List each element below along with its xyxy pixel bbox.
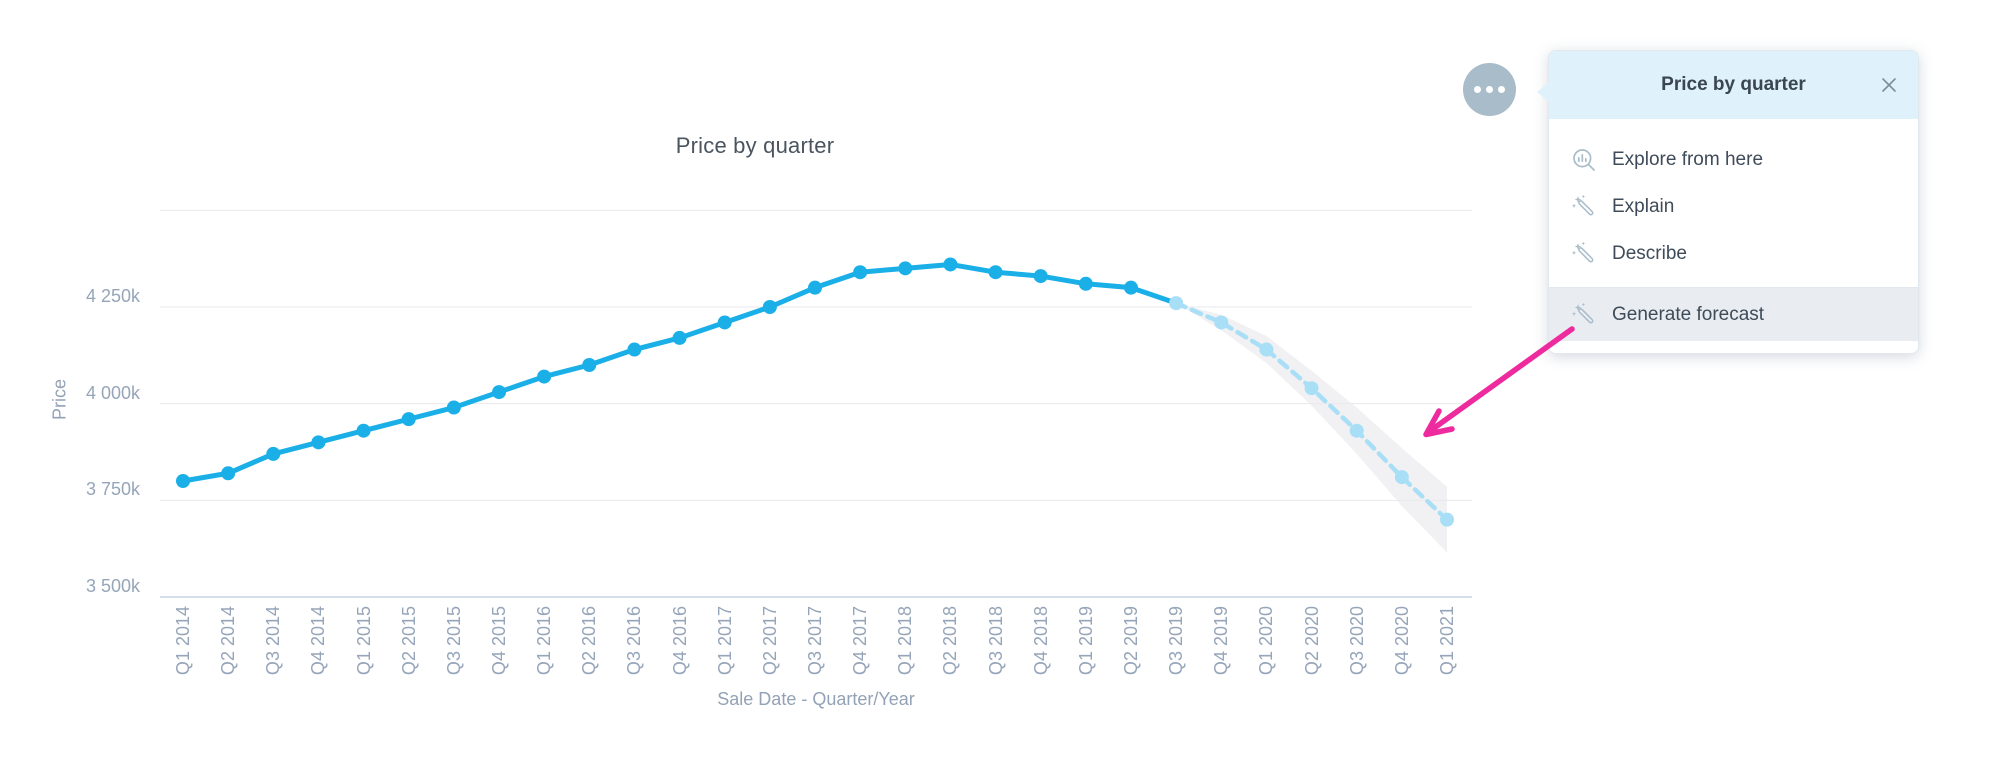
menu-item-list: Explore from here Explain	[1549, 119, 1918, 287]
history-data-point[interactable]	[221, 466, 236, 481]
history-data-point[interactable]	[717, 315, 732, 330]
history-data-point[interactable]	[672, 330, 687, 345]
history-data-point[interactable]	[943, 257, 958, 272]
menu-item-label: Explore from here	[1612, 148, 1764, 170]
more-options-button[interactable]	[1463, 63, 1516, 116]
forecast-data-point[interactable]	[1349, 423, 1364, 438]
chart-title: Price by quarter	[675, 133, 835, 158]
menu-item-generate-forecast[interactable]: Generate forecast	[1549, 288, 1918, 341]
popover-pointer	[1537, 82, 1549, 102]
menu-item-explain[interactable]: Explain	[1549, 183, 1918, 230]
history-data-point[interactable]	[853, 265, 868, 280]
history-data-point[interactable]	[627, 342, 642, 357]
history-data-point[interactable]	[898, 261, 913, 276]
wand-icon	[1571, 241, 1597, 267]
history-data-point[interactable]	[1078, 276, 1093, 291]
menu-divider	[1549, 287, 1918, 288]
history-data-point[interactable]	[808, 280, 822, 295]
menu-item-label: Describe	[1612, 242, 1687, 264]
history-data-point[interactable]	[582, 358, 597, 372]
ellipsis-dot-icon	[1474, 86, 1481, 93]
history-data-point[interactable]	[762, 300, 777, 314]
forecast-data-point[interactable]	[1394, 470, 1409, 485]
y-axis-tick-label: 4 250k	[85, 286, 140, 306]
wand-icon	[1571, 302, 1597, 328]
wand-icon	[1571, 194, 1597, 220]
context-menu-popover: Price by quarter	[1537, 50, 1919, 354]
history-data-point[interactable]	[311, 435, 326, 450]
history-data-point[interactable]	[492, 385, 506, 400]
forecast-data-point[interactable]	[1169, 296, 1184, 311]
history-data-point[interactable]	[1033, 269, 1048, 284]
y-axis-tick-label: 3 500k	[85, 576, 140, 596]
history-data-point[interactable]	[176, 474, 190, 488]
forecast-data-point[interactable]	[1304, 381, 1319, 396]
ellipsis-dot-icon	[1498, 86, 1505, 93]
history-data-point[interactable]	[1124, 280, 1138, 295]
close-icon[interactable]	[1880, 76, 1898, 94]
y-axis-tick-label: 3 750k	[85, 479, 140, 500]
menu-item-label: Explain	[1612, 195, 1675, 217]
popover-bottom-padding	[1549, 341, 1918, 353]
forecast-data-point[interactable]	[1440, 512, 1454, 527]
x-axis-title: Sale Date - Quarter/Year	[717, 689, 915, 709]
history-data-point[interactable]	[988, 265, 1003, 280]
popover-header: Price by quarter	[1549, 51, 1918, 119]
forecast-data-point[interactable]	[1214, 315, 1229, 330]
history-data-point[interactable]	[356, 423, 371, 438]
forecast-data-point[interactable]	[1259, 342, 1274, 357]
menu-item-describe[interactable]: Describe	[1549, 230, 1918, 277]
ellipsis-dot-icon	[1486, 86, 1493, 93]
history-data-point[interactable]	[401, 412, 416, 427]
history-line	[180, 261, 1179, 484]
history-data-point[interactable]	[266, 446, 281, 461]
explore-chart-icon	[1571, 147, 1597, 173]
y-axis-tick-label: 4 000k	[85, 382, 140, 403]
popover-title: Price by quarter	[1661, 74, 1806, 95]
forecast-confidence-band	[1176, 303, 1447, 553]
history-data-point[interactable]	[446, 400, 461, 415]
menu-item-label: Generate forecast	[1612, 303, 1765, 325]
history-data-point[interactable]	[537, 369, 552, 384]
menu-item-explore-from-here[interactable]: Explore from here	[1549, 136, 1918, 183]
